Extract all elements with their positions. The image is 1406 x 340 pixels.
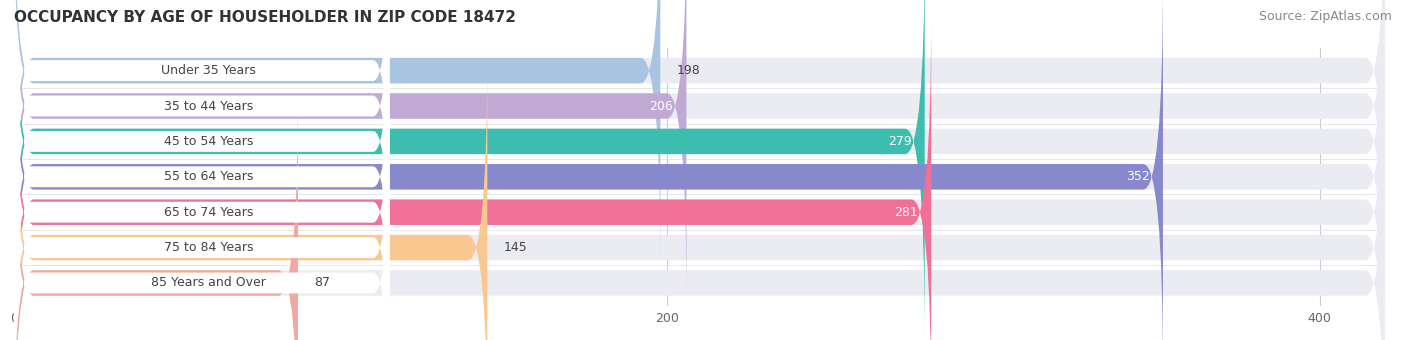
FancyBboxPatch shape (14, 0, 1385, 306)
Text: 85 Years and Over: 85 Years and Over (150, 276, 266, 289)
FancyBboxPatch shape (14, 83, 1385, 340)
Text: OCCUPANCY BY AGE OF HOUSEHOLDER IN ZIP CODE 18472: OCCUPANCY BY AGE OF HOUSEHOLDER IN ZIP C… (14, 10, 516, 25)
FancyBboxPatch shape (14, 0, 1385, 270)
FancyBboxPatch shape (14, 117, 389, 340)
FancyBboxPatch shape (14, 0, 661, 270)
FancyBboxPatch shape (14, 13, 1385, 340)
Text: Source: ZipAtlas.com: Source: ZipAtlas.com (1258, 10, 1392, 23)
FancyBboxPatch shape (14, 10, 389, 340)
FancyBboxPatch shape (14, 48, 1385, 340)
Text: 352: 352 (1126, 170, 1150, 183)
FancyBboxPatch shape (14, 0, 1163, 340)
FancyBboxPatch shape (14, 0, 1385, 340)
Text: 35 to 44 Years: 35 to 44 Years (163, 100, 253, 113)
Text: 75 to 84 Years: 75 to 84 Years (163, 241, 253, 254)
FancyBboxPatch shape (14, 0, 925, 340)
Text: 45 to 54 Years: 45 to 54 Years (163, 135, 253, 148)
FancyBboxPatch shape (14, 46, 389, 340)
Text: 198: 198 (676, 64, 700, 77)
Text: 281: 281 (894, 206, 918, 219)
Text: 55 to 64 Years: 55 to 64 Years (163, 170, 253, 183)
FancyBboxPatch shape (14, 0, 389, 273)
FancyBboxPatch shape (14, 0, 389, 308)
FancyBboxPatch shape (14, 13, 931, 340)
Text: 65 to 74 Years: 65 to 74 Years (163, 206, 253, 219)
Text: 206: 206 (650, 100, 673, 113)
FancyBboxPatch shape (14, 81, 389, 340)
Text: 279: 279 (889, 135, 911, 148)
FancyBboxPatch shape (14, 0, 686, 306)
Text: 145: 145 (503, 241, 527, 254)
FancyBboxPatch shape (14, 48, 488, 340)
FancyBboxPatch shape (14, 0, 389, 237)
Text: Under 35 Years: Under 35 Years (160, 64, 256, 77)
Text: 87: 87 (315, 276, 330, 289)
FancyBboxPatch shape (14, 0, 1385, 340)
FancyBboxPatch shape (14, 83, 298, 340)
